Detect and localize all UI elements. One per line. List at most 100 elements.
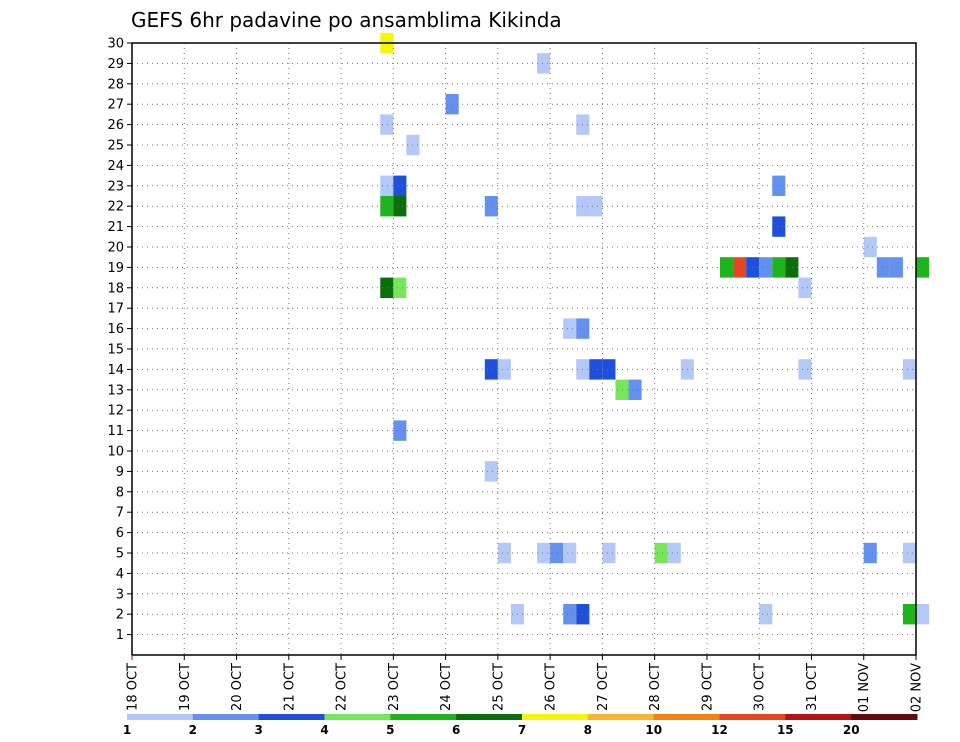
- y-tick-label: 2: [116, 608, 124, 623]
- x-tick-label: 21 OCT: [282, 663, 297, 711]
- x-tick-label: 22 OCT: [335, 663, 350, 711]
- colorbar-swatch: [127, 714, 194, 720]
- y-tick-label: 8: [116, 485, 124, 500]
- precip-cell: [380, 196, 394, 217]
- y-tick-label: 9: [116, 465, 124, 480]
- precip-cell: [393, 420, 407, 441]
- y-tick-label: 11: [107, 424, 124, 439]
- x-tick-label: 24 OCT: [439, 663, 454, 711]
- plot-frame: [131, 42, 917, 656]
- precip-cell: [628, 379, 642, 400]
- precip-cell: [550, 542, 564, 564]
- precip-cell: [720, 257, 734, 278]
- precip-cell: [916, 604, 930, 625]
- precip-cell: [667, 542, 681, 564]
- x-tick-label: 18 OCT: [126, 663, 141, 711]
- precip-cell: [380, 277, 394, 298]
- colorbar-label: 4: [320, 723, 328, 737]
- y-tick-label: 19: [107, 261, 124, 276]
- y-tick-label: 4: [116, 567, 124, 582]
- colorbar-label: 15: [777, 723, 794, 737]
- precip-cell: [772, 175, 786, 196]
- x-tick-label: 29 OCT: [700, 663, 715, 711]
- precip-cell: [902, 542, 916, 564]
- precip-cell: [537, 53, 551, 74]
- precip-cell: [393, 277, 407, 298]
- precip-cell: [484, 461, 498, 482]
- precip-cell: [563, 318, 577, 339]
- colorbar-swatch: [785, 714, 852, 720]
- y-tick-label: 18: [107, 281, 124, 296]
- x-tick-label: 19 OCT: [178, 663, 193, 711]
- precip-cell: [863, 542, 877, 564]
- precip-cell: [863, 236, 877, 258]
- y-tick-label: 20: [107, 241, 124, 256]
- precip-cell: [916, 257, 930, 278]
- y-tick-label: 7: [116, 506, 124, 521]
- precip-cell: [537, 542, 551, 564]
- colorbar-swatch: [258, 714, 325, 720]
- y-tick-label: 14: [107, 363, 124, 378]
- y-tick-label: 10: [107, 445, 124, 460]
- precip-cell: [785, 257, 799, 278]
- precip-cell: [602, 359, 616, 380]
- y-tick-label: 21: [107, 220, 124, 235]
- x-tick-label: 20 OCT: [230, 663, 245, 711]
- colorbar-swatch: [587, 714, 655, 720]
- x-tick-label: 31 OCT: [805, 663, 820, 711]
- colorbar: 1 2 3 4 5 6 7 8 10 12 15 20: [123, 714, 918, 737]
- y-tick-label: 17: [107, 302, 124, 317]
- precip-cell: [654, 542, 668, 564]
- colorbar-label: 12: [711, 723, 728, 737]
- precip-cell: [589, 359, 603, 380]
- y-tick-label: 5: [116, 547, 124, 562]
- precip-cell: [602, 542, 616, 564]
- precip-cell: [380, 175, 394, 196]
- precip-cell: [889, 257, 903, 278]
- y-tick-label: 28: [107, 77, 124, 92]
- precip-cell: [798, 359, 812, 380]
- y-tick-label: 3: [116, 587, 124, 602]
- precip-cell: [798, 277, 812, 298]
- y-tick-label: 12: [107, 404, 124, 419]
- precip-cell: [759, 257, 773, 278]
- x-tick-label: 02 NOV: [910, 663, 925, 712]
- colorbar-swatch: [456, 714, 523, 720]
- precip-cell: [772, 216, 786, 237]
- precip-cell: [393, 175, 407, 196]
- colorbar-swatch: [719, 714, 786, 720]
- precip-cell: [380, 114, 394, 135]
- colorbar-label: 3: [255, 723, 263, 737]
- precip-cells: [380, 32, 930, 625]
- colorbar-label: 6: [452, 723, 460, 737]
- x-tick-label: 25 OCT: [491, 663, 506, 711]
- precip-cell: [484, 359, 498, 380]
- chart-title: GEFS 6hr padavine po ansamblima Kikinda: [131, 8, 562, 32]
- colorbar-label: 1: [123, 723, 131, 737]
- y-axis: 1234567891011121314151617181920212223242…: [107, 37, 132, 643]
- colorbar-swatch: [324, 714, 391, 720]
- precip-cell: [772, 257, 786, 278]
- colorbar-swatch: [522, 714, 589, 720]
- precip-cell: [902, 604, 916, 625]
- precip-cell: [393, 196, 407, 217]
- precip-cell: [563, 604, 577, 625]
- y-tick-label: 13: [107, 383, 124, 398]
- precip-cell: [902, 359, 916, 380]
- precip-cell: [484, 196, 498, 217]
- precip-cell: [497, 359, 511, 380]
- y-tick-label: 30: [107, 37, 124, 52]
- colorbar-label: 2: [189, 723, 197, 737]
- x-axis: 18 OCT 19 OCT 20 OCT 21 OCT 22 OCT 23 OCT 24 O…: [126, 655, 925, 712]
- y-tick-label: 25: [107, 139, 124, 154]
- precip-cell: [733, 257, 747, 278]
- precip-cell: [563, 542, 577, 564]
- x-tick-label: 26 OCT: [544, 663, 559, 711]
- precip-cell: [497, 542, 511, 564]
- y-tick-label: 1: [116, 628, 124, 643]
- x-tick-label: 27 OCT: [596, 663, 611, 711]
- x-tick-label: 28 OCT: [648, 663, 663, 711]
- colorbar-label: 7: [518, 723, 526, 737]
- colorbar-label: 5: [386, 723, 394, 737]
- x-tick-label: 23 OCT: [387, 663, 402, 711]
